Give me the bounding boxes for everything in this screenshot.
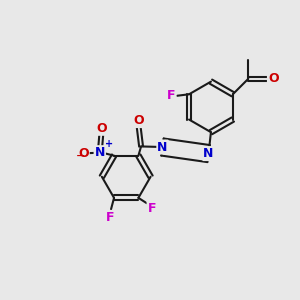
Text: O: O [96, 122, 106, 135]
Text: F: F [167, 89, 176, 102]
Text: N: N [203, 147, 214, 160]
Text: +: + [105, 139, 113, 149]
Text: −: − [76, 151, 86, 161]
Text: F: F [148, 202, 156, 215]
Text: F: F [106, 211, 115, 224]
Text: O: O [268, 72, 278, 85]
Text: N: N [94, 146, 105, 159]
Text: N: N [157, 140, 168, 154]
Text: O: O [134, 114, 144, 127]
Text: O: O [78, 147, 89, 160]
